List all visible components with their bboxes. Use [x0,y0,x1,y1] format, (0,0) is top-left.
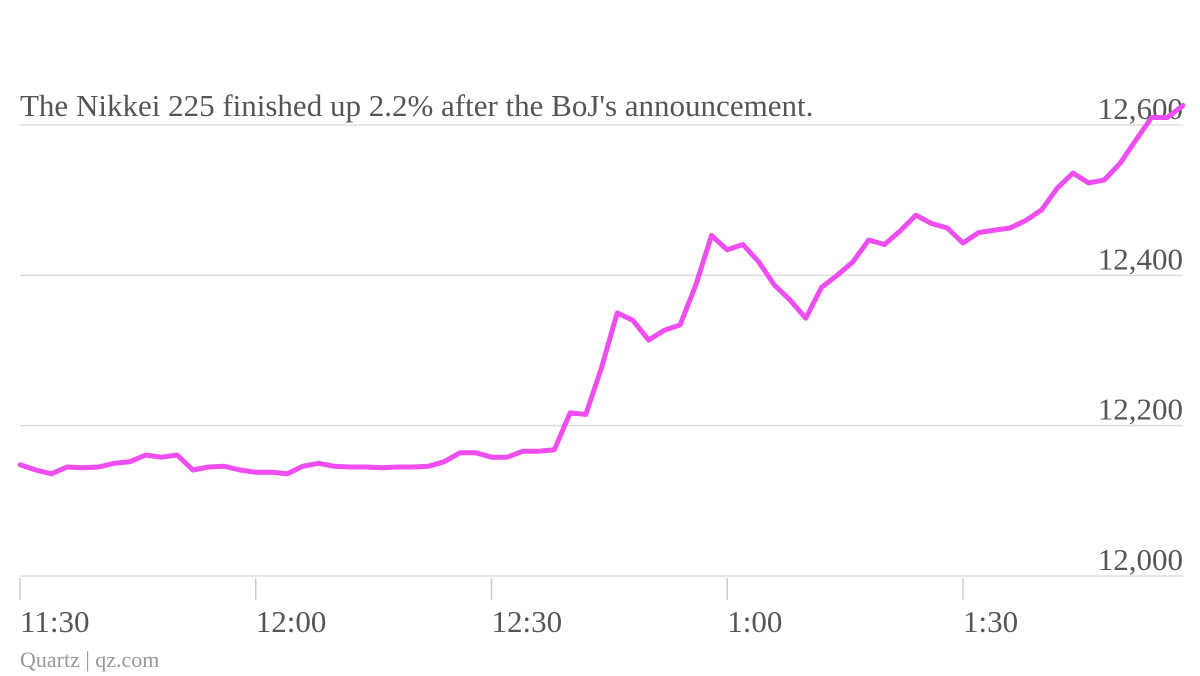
source: Quartz | qz.com [20,647,159,672]
x-tick-label: 12:00 [256,604,327,639]
y-tick-label: 12,400 [1098,241,1183,276]
x-tick-label: 1:00 [727,604,782,639]
chart-title: The Nikkei 225 finished up 2.2% after th… [20,88,813,123]
line [17,103,1186,477]
y-tick-label: 12,000 [1098,542,1183,577]
y-tick-label: 12,600 [1098,91,1183,126]
y-tick-label: 12,200 [1098,392,1183,427]
x-tick-label: 11:30 [20,604,89,639]
x-tick-label: 1:30 [963,604,1018,639]
x-tick-label: 12:30 [491,604,562,639]
